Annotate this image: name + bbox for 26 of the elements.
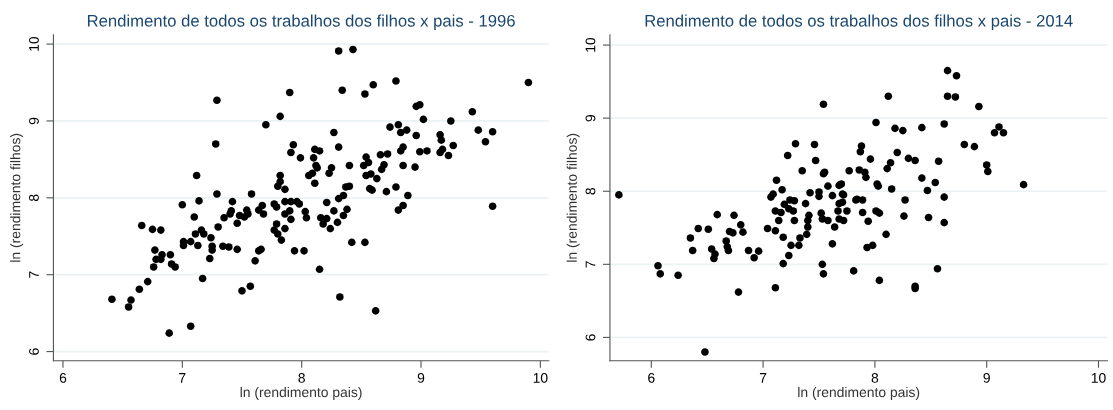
x-tick-label: 8 [298,372,305,383]
y-tick-label: 10 [29,36,39,51]
x-tick-label: 9 [983,372,990,383]
y-tick-label: 9 [29,117,39,125]
chart-title: Rendimento de todos os trabalhos dos filhos x pais - 2014 [645,14,1073,30]
y-axis-title: ln (rendimento filhos) [10,133,24,262]
x-tick-label: 10 [533,372,548,383]
x-tick-label: 6 [59,372,67,383]
y-axis-title: ln (rendimento filhos) [566,133,580,262]
y-tick-label: 6 [29,348,39,355]
x-tick-label: 6 [648,372,655,383]
x-tick-label: 7 [759,373,767,383]
y-tick-label: 6 [585,334,596,341]
y-tick-label: 8 [29,194,39,202]
y-tick-label: 9 [585,114,596,122]
x-axis-title: ln (rendimento pais) [798,386,920,400]
x-axis-title: ln (rendimento pais) [240,386,362,400]
y-tick-label: 7 [585,261,596,268]
x-tick-label: 9 [417,372,425,383]
x-tick-label: 7 [179,373,186,383]
y-tick-label: 8 [585,187,596,195]
x-tick-label: 8 [871,372,879,383]
x-tick-label: 10 [1091,372,1106,383]
chart-title: Rendimento de todos os trabalhos dos filhos x pais - 1996 [87,14,515,30]
y-tick-label: 10 [585,37,596,52]
y-tick-label: 7 [29,271,39,278]
